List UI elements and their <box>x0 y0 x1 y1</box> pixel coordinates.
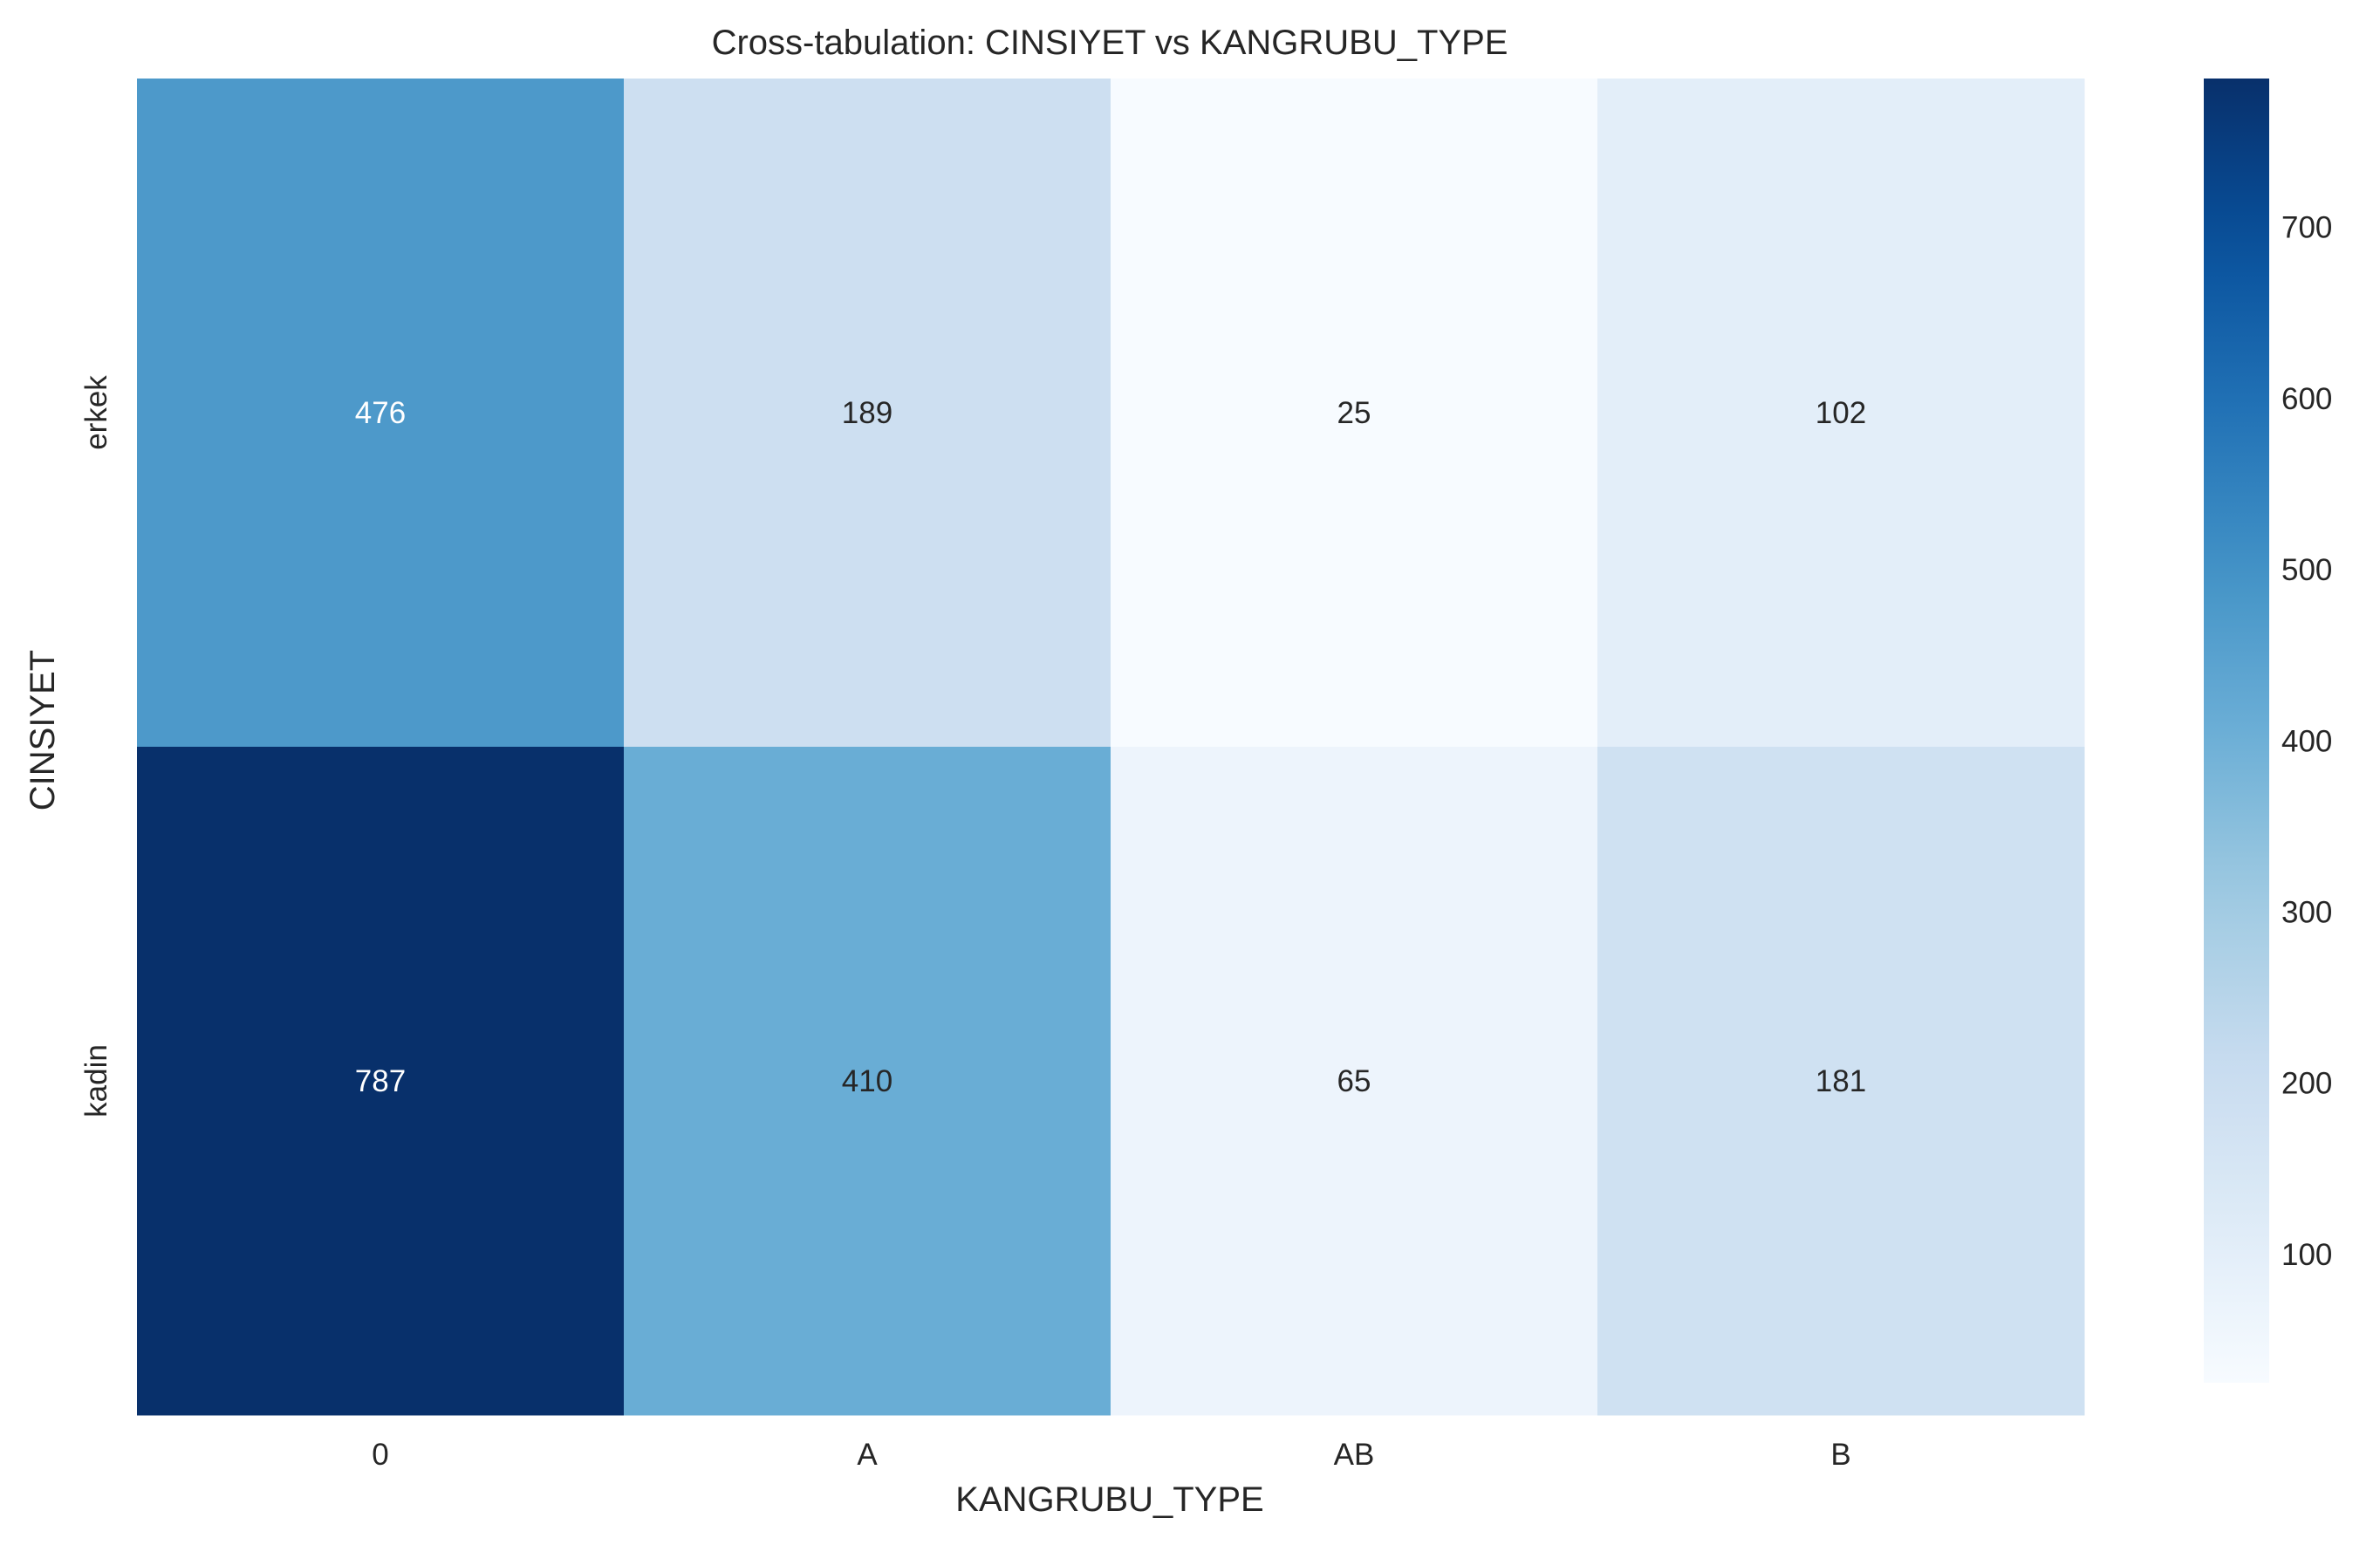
heatmap-cell-erkek-B <box>1597 79 2085 748</box>
y-tick-label: erkek <box>79 375 113 450</box>
x-tick-label: B <box>1830 1438 1850 1472</box>
heatmap-cell-erkek-AB <box>1111 79 1598 748</box>
colorbar-tick-label: 700 <box>2281 211 2332 245</box>
heatmap-cell-kadin-0 <box>137 747 625 1416</box>
cell-value-label: 25 <box>1337 396 1371 430</box>
chart-title: Cross-tabulation: CINSIYET vs KANGRUBU_T… <box>712 24 1508 62</box>
cell-value-label: 65 <box>1337 1064 1371 1098</box>
colorbar-tick-label: 300 <box>2281 895 2332 929</box>
x-tick-label: AB <box>1334 1438 1375 1472</box>
y-tick-label: kadin <box>79 1044 113 1118</box>
colorbar <box>2204 79 2269 1383</box>
heatmap-cell-erkek-0 <box>137 79 625 748</box>
heatmap-cell-kadin-B <box>1597 747 2085 1416</box>
x-axis-label: KANGRUBU_TYPE <box>955 1480 1263 1519</box>
heatmap-cells: 476 189 25 102 787 410 65 181 <box>137 79 2085 1416</box>
x-axis-ticks: 0 A AB B <box>372 1438 1850 1472</box>
heatmap-cell-kadin-A <box>624 747 1111 1416</box>
colorbar-tick-label: 500 <box>2281 553 2332 587</box>
y-axis-ticks: erkek kadin <box>79 375 113 1118</box>
cell-value-label: 102 <box>1816 396 1866 430</box>
x-tick-label: 0 <box>372 1438 388 1472</box>
colorbar-tick-label: 400 <box>2281 724 2332 758</box>
cell-value-label: 787 <box>355 1064 406 1098</box>
colorbar-tick-label: 200 <box>2281 1067 2332 1101</box>
cell-value-label: 181 <box>1816 1064 1866 1098</box>
colorbar-ticks: 100 200 300 400 500 600 700 <box>2281 211 2332 1272</box>
heatmap-cell-erkek-A <box>624 79 1111 748</box>
colorbar-tick-label: 100 <box>2281 1238 2332 1272</box>
cell-value-label: 476 <box>355 396 406 430</box>
x-tick-label: A <box>857 1438 878 1472</box>
cell-value-label: 189 <box>842 396 892 430</box>
heatmap-cell-kadin-AB <box>1111 747 1598 1416</box>
colorbar-tick-label: 600 <box>2281 382 2332 416</box>
y-axis-label: CINSIYET <box>24 650 62 810</box>
cell-value-label: 410 <box>842 1064 892 1098</box>
